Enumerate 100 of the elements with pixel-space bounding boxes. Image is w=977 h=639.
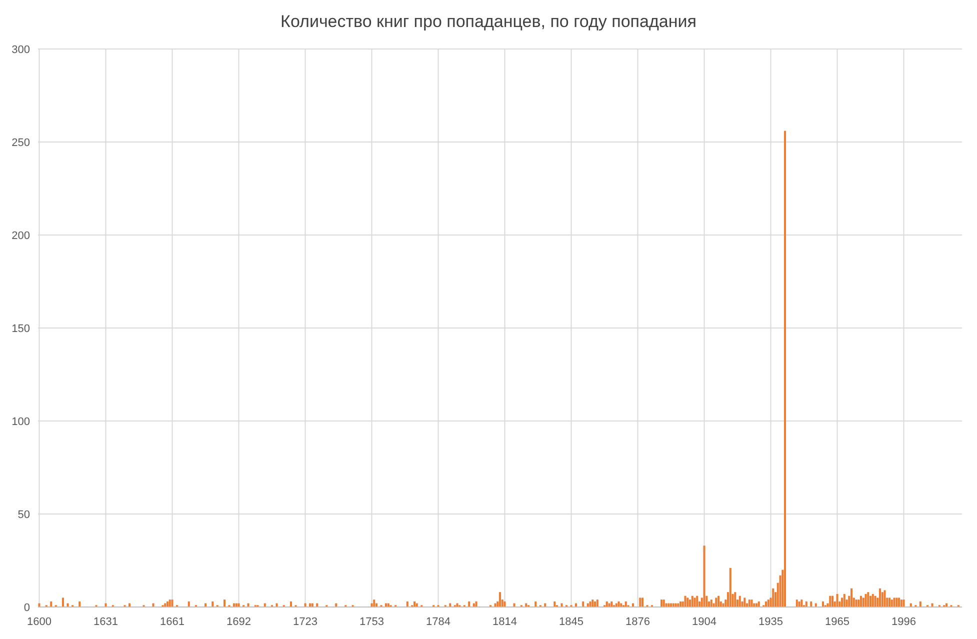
bar	[850, 588, 853, 607]
bar	[881, 592, 884, 607]
x-tick-label: 1661	[160, 616, 184, 628]
bar	[767, 600, 770, 607]
bar	[592, 600, 594, 607]
bar	[878, 588, 882, 607]
bar	[660, 600, 663, 607]
bar	[710, 600, 712, 607]
bar	[898, 598, 900, 607]
x-tick-label: 1935	[758, 616, 783, 628]
bar	[686, 598, 689, 607]
bar	[373, 600, 376, 607]
bar	[840, 598, 844, 607]
bar	[738, 596, 741, 607]
bar	[691, 596, 694, 607]
bar	[855, 600, 858, 607]
bar	[715, 598, 718, 607]
bar	[703, 546, 706, 607]
chart-title: Количество книг про попаданцев, по году попадания	[280, 12, 696, 31]
bar	[900, 600, 902, 607]
y-tick-label: 50	[18, 508, 30, 521]
bar	[800, 600, 803, 607]
bar	[893, 598, 896, 607]
bar	[304, 603, 306, 607]
bar	[798, 601, 800, 607]
bar	[931, 603, 934, 607]
bar	[276, 603, 278, 607]
bar	[860, 596, 862, 607]
bar	[504, 601, 506, 607]
bar	[560, 603, 563, 607]
bar	[734, 592, 736, 607]
bar	[475, 601, 478, 607]
x-tick-label: 1600	[27, 616, 52, 628]
bar	[888, 598, 891, 607]
bar	[896, 598, 898, 607]
bar	[618, 601, 620, 607]
bar	[513, 603, 516, 607]
bar	[902, 600, 905, 607]
bar	[858, 600, 860, 607]
bar	[869, 596, 872, 607]
y-tick-label: 250	[12, 136, 30, 149]
x-tick-label: 1753	[360, 616, 384, 628]
bar	[864, 594, 867, 607]
x-tick-label: 1631	[94, 616, 118, 628]
bar	[171, 600, 174, 607]
bar	[831, 596, 834, 607]
bar	[238, 603, 240, 607]
x-tick-label: 1814	[492, 616, 517, 628]
bar	[890, 600, 893, 607]
bar	[665, 603, 668, 607]
x-tick-label: 1692	[226, 616, 251, 628]
bar	[694, 598, 696, 607]
bar	[796, 600, 798, 607]
bar	[38, 603, 40, 607]
bar	[744, 598, 746, 607]
x-tick-label: 1784	[426, 616, 450, 628]
bar	[884, 590, 886, 607]
bar	[104, 603, 107, 607]
bar	[498, 592, 502, 607]
bar	[867, 592, 870, 607]
bar	[168, 600, 171, 607]
y-tick-label: 100	[12, 416, 30, 428]
x-tick-label: 1996	[892, 616, 916, 628]
bar	[370, 603, 373, 607]
x-tick-label: 1845	[559, 616, 584, 628]
bar	[247, 603, 250, 607]
y-tick-label: 150	[12, 322, 30, 335]
bar	[589, 601, 592, 607]
bar	[596, 600, 598, 607]
bar	[674, 603, 677, 607]
bar	[641, 598, 644, 607]
y-tick-label: 200	[12, 230, 30, 242]
x-tick-label: 1965	[825, 616, 850, 628]
bar	[662, 600, 665, 607]
x-tick-label: 1723	[293, 616, 318, 628]
bar	[874, 596, 876, 607]
bar	[862, 598, 864, 607]
bar	[608, 603, 610, 607]
bar	[717, 596, 720, 607]
bar	[223, 600, 226, 607]
bar	[872, 594, 874, 607]
bar	[829, 596, 832, 607]
bar	[456, 603, 458, 607]
bar	[152, 603, 154, 607]
y-tick-label: 0	[24, 602, 30, 614]
bar	[684, 596, 686, 607]
bar	[494, 603, 496, 607]
bar	[639, 598, 642, 607]
bar	[688, 600, 692, 607]
bar	[772, 588, 774, 607]
bar	[784, 130, 786, 607]
bar	[62, 598, 64, 607]
y-tick-label: 300	[12, 44, 30, 56]
bar	[843, 594, 846, 607]
bar	[66, 603, 69, 607]
bar	[722, 603, 724, 607]
bar	[729, 568, 732, 607]
bar	[696, 596, 698, 607]
bar	[836, 594, 838, 607]
x-tick-label: 1904	[692, 616, 716, 628]
